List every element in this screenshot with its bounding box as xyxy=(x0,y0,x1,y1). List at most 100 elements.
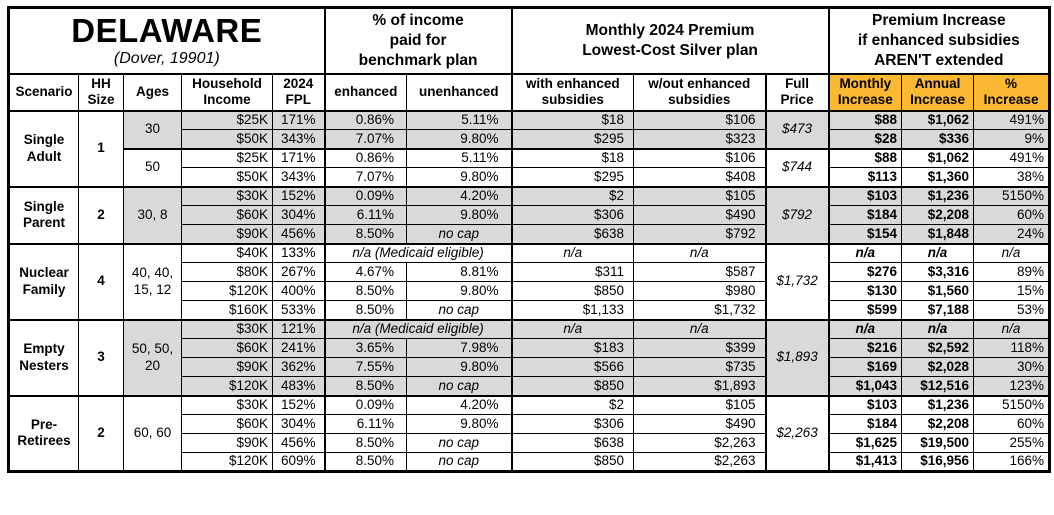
col-header-unenhanced: unenhanced xyxy=(406,72,513,111)
hh-size-cell: 3 xyxy=(78,318,124,396)
income-cell: $60K xyxy=(181,414,273,434)
annual-increase-cell: $1,236 xyxy=(901,185,975,206)
unenhanced-pct-cell: no cap xyxy=(406,300,513,320)
income-cell: $50K xyxy=(181,129,273,149)
without-subsidies-premium-cell: $408 xyxy=(633,167,767,187)
fpl-cell: 241% xyxy=(271,338,326,358)
full-price-cell: $744 xyxy=(764,147,830,187)
with-subsidies-premium-cell: $638 xyxy=(510,224,635,244)
without-subsidies-premium-cell: $1,893 xyxy=(633,376,767,396)
income-cell: $120K xyxy=(181,452,273,472)
without-subsidies-premium-cell: $106 xyxy=(633,109,767,130)
data-row: $90K 362% 7.55% 9.80% $566 $735 $169 $2,028 30% xyxy=(9,357,1051,377)
monthly-increase-cell: $113 xyxy=(827,167,903,187)
pct-increase-cell: 5150% xyxy=(973,185,1051,206)
unenhanced-pct-cell: no cap xyxy=(406,452,513,472)
income-cell: $90K xyxy=(181,357,273,377)
ages-cell: 30, 8 xyxy=(123,185,182,244)
income-cell: $30K xyxy=(181,318,273,339)
with-subsidies-premium-cell: $18 xyxy=(510,109,635,130)
scenario-cell: Pre-Retirees xyxy=(8,394,79,472)
unenhanced-pct-cell: 5.11% xyxy=(406,109,513,130)
enhanced-pct-cell: 3.65% xyxy=(323,338,408,358)
data-row: 50 $25K 171% 0.86% 5.11% $18 $106 $744 $88 $1,062… xyxy=(9,147,1051,187)
table-body: Single Adult 1 30 $25K 171% 0.86% 5.11% $18 $106… xyxy=(8,109,1051,472)
pct-increase-cell: 118% xyxy=(973,338,1051,358)
full-price-cell: $1,893 xyxy=(764,318,830,396)
with-subsidies-premium-cell: n/a xyxy=(510,318,635,339)
annual-increase-cell: $12,516 xyxy=(901,376,975,396)
monthly-increase-cell: $169 xyxy=(827,357,903,377)
income-cell: $30K xyxy=(181,185,273,206)
annual-increase-cell: $1,062 xyxy=(901,147,975,168)
annual-increase-cell: n/a xyxy=(901,318,975,339)
unenhanced-pct-cell: 7.98% xyxy=(406,338,513,358)
fpl-cell: 343% xyxy=(271,167,326,187)
col-header-enhanced: enhanced xyxy=(323,72,408,111)
with-subsidies-premium-cell: $850 xyxy=(510,452,635,472)
data-row: $60K 241% 3.65% 7.98% $183 $399 $216 $2,592 118% xyxy=(9,338,1051,358)
scenario-cell: Single Parent xyxy=(8,185,79,244)
annual-increase-cell: $16,956 xyxy=(901,452,975,472)
pct-increase-cell: 123% xyxy=(973,376,1051,396)
data-row: Empty Nesters 3 50, 50, 20 $30K 121% n/a (Med… xyxy=(8,318,1051,396)
hh-size-cell: 4 xyxy=(78,242,124,320)
section-header-row: DELAWARE (Dover, 19901) % of income paid… xyxy=(7,7,1051,74)
pct-increase-cell: n/a xyxy=(973,318,1051,339)
enhanced-pct-cell: 0.86% xyxy=(323,147,408,168)
enhanced-pct-cell: 6.11% xyxy=(323,414,408,434)
without-subsidies-premium-cell: $105 xyxy=(633,185,767,206)
without-subsidies-premium-cell: n/a xyxy=(633,242,767,263)
hh-size-cell: 2 xyxy=(78,185,124,244)
data-row: $120K 400% 8.50% 9.80% $850 $980 $130 $1,560 15% xyxy=(9,281,1051,301)
unenhanced-pct-cell: no cap xyxy=(406,376,513,396)
with-subsidies-premium-cell: $306 xyxy=(510,414,635,434)
monthly-increase-cell: n/a xyxy=(827,318,903,339)
enhanced-pct-cell: 8.50% xyxy=(323,224,408,244)
monthly-increase-cell: $1,043 xyxy=(827,376,903,396)
monthly-increase-cell: $103 xyxy=(827,394,903,415)
col-header-pct-increase: % Increase xyxy=(973,72,1051,111)
fpl-cell: 152% xyxy=(271,185,326,206)
without-subsidies-premium-cell: n/a xyxy=(633,318,767,339)
fpl-cell: 609% xyxy=(271,452,326,472)
enhanced-pct-cell: 8.50% xyxy=(323,281,408,301)
pct-increase-cell: 60% xyxy=(973,414,1051,434)
full-price-cell: $473 xyxy=(764,109,830,149)
unenhanced-pct-cell: 9.80% xyxy=(406,129,513,149)
pct-increase-cell: 30% xyxy=(973,357,1051,377)
unenhanced-pct-cell: no cap xyxy=(406,224,513,244)
pct-increase-cell: 9% xyxy=(973,129,1051,149)
annual-increase-cell: n/a xyxy=(901,242,975,263)
col-header-monthly-increase: Monthly Increase xyxy=(827,72,903,111)
pct-increase-cell: 38% xyxy=(973,167,1051,187)
col-header-income: Household Income xyxy=(181,72,273,111)
without-subsidies-premium-cell: $105 xyxy=(633,394,767,415)
enhanced-pct-cell: 0.09% xyxy=(323,185,408,206)
monthly-increase-cell: $216 xyxy=(827,338,903,358)
income-cell: $50K xyxy=(181,167,273,187)
pct-increase-cell: 60% xyxy=(973,205,1051,225)
monthly-increase-cell: $154 xyxy=(827,224,903,244)
without-subsidies-premium-cell: $399 xyxy=(633,338,767,358)
with-subsidies-premium-cell: $566 xyxy=(510,357,635,377)
annual-increase-cell: $1,062 xyxy=(901,109,975,130)
col-header-hh-size: HH Size xyxy=(78,72,124,111)
without-subsidies-premium-cell: $2,263 xyxy=(633,433,767,453)
fpl-cell: 483% xyxy=(271,376,326,396)
pct-increase-cell: 491% xyxy=(973,147,1051,168)
monthly-increase-cell: $130 xyxy=(827,281,903,301)
pct-increase-cell: 15% xyxy=(973,281,1051,301)
medicaid-note-cell: n/a (Medicaid eligible) xyxy=(323,318,513,339)
data-row: Pre-Retirees 2 60, 60 $30K 152% 0.09% 4.20% $2 $… xyxy=(8,394,1051,472)
annual-increase-cell: $336 xyxy=(901,129,975,149)
fpl-cell: 456% xyxy=(271,224,326,244)
annual-increase-cell: $1,236 xyxy=(901,394,975,415)
annual-increase-cell: $2,592 xyxy=(901,338,975,358)
with-subsidies-premium-cell: $183 xyxy=(510,338,635,358)
with-subsidies-premium-cell: $2 xyxy=(510,394,635,415)
annual-increase-cell: $1,848 xyxy=(901,224,975,244)
enhanced-pct-cell: 8.50% xyxy=(323,300,408,320)
data-row: Nuclear Family 4 40, 40, 15, 12 $40K 133% n/a… xyxy=(8,242,1051,320)
data-row: $50K 343% 7.07% 9.80% $295 $408 $113 $1,360 38% xyxy=(9,167,1051,187)
